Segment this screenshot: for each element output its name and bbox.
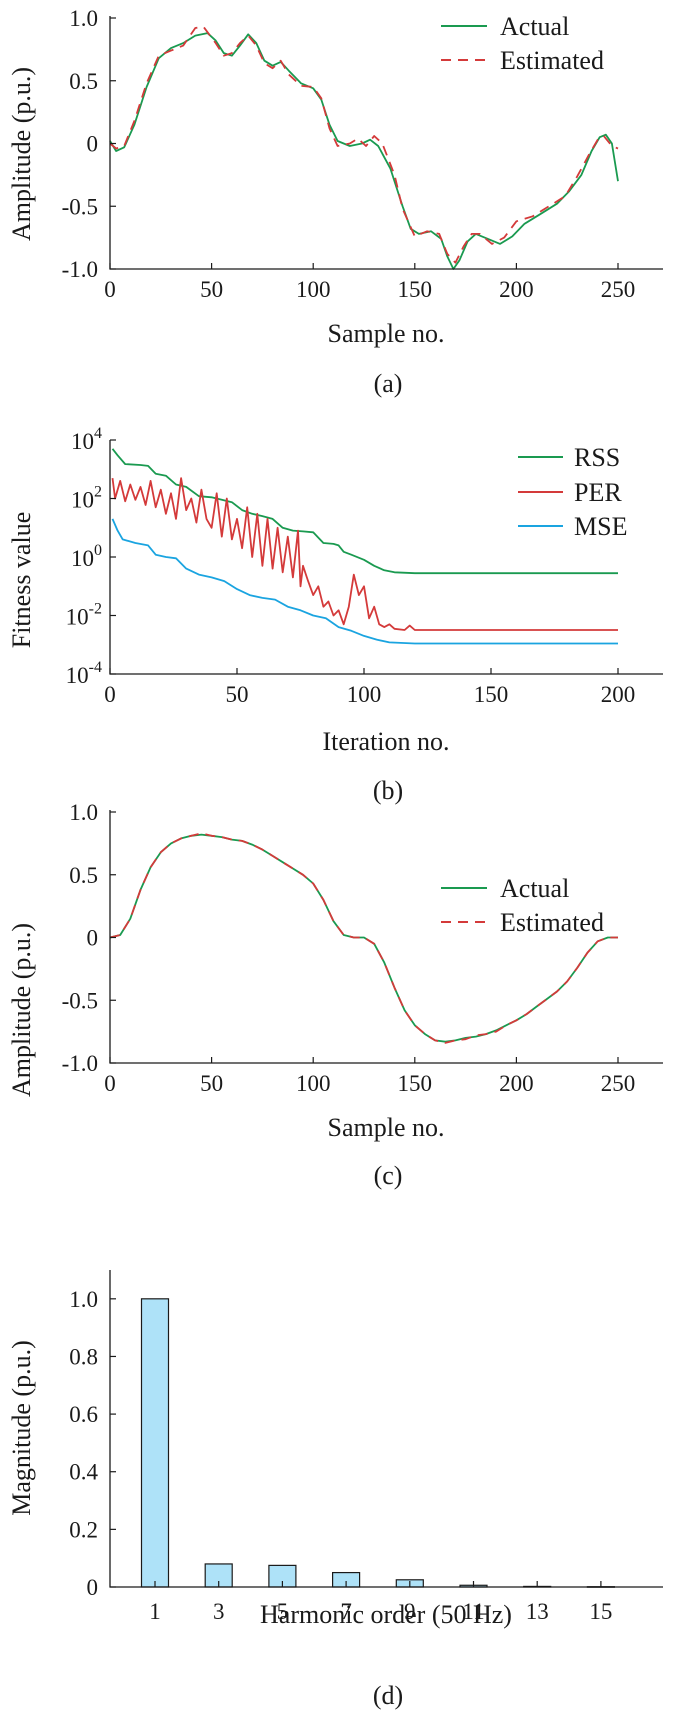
- panel-d-ytick-label: 1.0: [69, 1287, 98, 1312]
- panel-b-ytick-label: 10-4: [66, 659, 102, 688]
- panel-c-xtick-label: 150: [398, 1071, 433, 1096]
- panel-a-legend: Actual Estimated: [441, 12, 604, 75]
- panel-b-series-mse-line: [111, 518, 618, 645]
- panel-b-ytick-label: 102: [71, 484, 102, 513]
- panel-d-xtick-label: 15: [589, 1599, 612, 1624]
- panel-a-ytick-label: 1.0: [69, 6, 98, 31]
- panel-d-ytick-label: 0.4: [69, 1460, 98, 1485]
- panel-b-ylabel: Fitness value: [7, 512, 36, 649]
- panel-d-xlabel: Harmonic order (50 Hz): [260, 1600, 512, 1629]
- panel-a-xtick-label: 50: [200, 277, 223, 302]
- panel-a-ytick-label: -1.0: [62, 257, 98, 282]
- panel-a-xtick-label: 0: [104, 277, 116, 302]
- panel-a-ytick-label: 0: [87, 132, 99, 157]
- panel-b-legend-mse: MSE: [574, 512, 627, 541]
- panel-c-xlabel: Sample no.: [328, 1113, 445, 1142]
- panel-c-series-estimated-line: [109, 832, 618, 1044]
- panel-b-ticks: 0 50 100 150 200 10-4 10-2 100 102 104: [66, 425, 636, 707]
- panel-a-series-estimated-line: [109, 25, 619, 264]
- panel-c-legend-actual: Actual: [500, 874, 569, 903]
- panel-b-plot-lines: [111, 448, 618, 645]
- panel-b-ytick-label: 104: [71, 425, 102, 454]
- panel-b-axes: [109, 440, 663, 675]
- panel-d-ytick-label: 0.6: [69, 1402, 98, 1427]
- panel-c-xtick-label: 200: [499, 1071, 534, 1096]
- panel-a-xtick-label: 100: [296, 277, 331, 302]
- panel-a-legend-actual: Actual: [500, 12, 569, 41]
- panel-c-ylabel: Amplitude (p.u.): [7, 923, 36, 1097]
- panel-a-plot-lines: [109, 25, 619, 270]
- panel-a-xtick-label: 150: [398, 277, 433, 302]
- panel-a-ytick-label: -0.5: [62, 194, 98, 219]
- panel-d-xtick-label: 5: [277, 1599, 289, 1624]
- panel-c-xtick-label: 0: [104, 1071, 116, 1096]
- panel-b-xtick-label: 100: [347, 682, 382, 707]
- panel-d-xtick-label: 3: [213, 1599, 225, 1624]
- panel-b-series-per-line: [111, 477, 618, 631]
- panel-b-legend: RSS PER MSE: [518, 443, 627, 541]
- panel-d-bar-harmonic-1: [140, 1298, 170, 1588]
- panel-b-legend-rss: RSS: [574, 443, 620, 472]
- panel-d-bars: [140, 1298, 616, 1588]
- panel-b-xtick-label: 50: [226, 682, 249, 707]
- panel-d-xtick-label: 1: [149, 1599, 161, 1624]
- panel-b-legend-per: PER: [574, 478, 622, 507]
- panel-d-ylabel: Magnitude (p.u.): [7, 1340, 36, 1515]
- panel-c-legend-estimated: Estimated: [500, 908, 604, 937]
- panel-c-ytick-label: 0.5: [69, 863, 98, 888]
- panel-c-ytick-label: -0.5: [62, 988, 98, 1013]
- panel-a-ticks: 0 50 100 150 200 250 -1.0 -0.5 0 0.5 1.0: [62, 6, 636, 302]
- panel-d-ytick-label: 0.8: [69, 1344, 98, 1369]
- panel-a-ylabel: Amplitude (p.u.): [7, 67, 36, 241]
- panel-c-xtick-label: 100: [296, 1071, 331, 1096]
- panel-d-axes: [109, 1270, 663, 1588]
- panel-c-ytick-label: 1.0: [69, 800, 98, 825]
- panel-c-ticks: 0 50 100 150 200 250 -1.0 -0.5 0 0.5 1.0: [62, 800, 636, 1096]
- panel-b: 0 50 100 150 200 10-4 10-2 100 102 104 Fitness va…: [7, 425, 663, 805]
- panel-c-ytick-label: 0: [87, 926, 99, 951]
- panel-b-xtick-label: 150: [474, 682, 509, 707]
- panel-b-xlabel: Iteration no.: [322, 727, 449, 756]
- panel-d-xtick-label: 9: [404, 1599, 416, 1624]
- panel-a: 0 50 100 150 200 250 -1.0 -0.5 0 0.5 1.0 Amplitude…: [7, 6, 663, 398]
- panel-c-legend: Actual Estimated: [441, 874, 604, 937]
- panel-b-series-rss-line: [111, 448, 618, 575]
- panel-c-ytick-label: -1.0: [62, 1051, 98, 1076]
- panel-b-caption: (b): [373, 776, 403, 805]
- panel-c-xtick-label: 250: [601, 1071, 636, 1096]
- panel-a-ytick-label: 0.5: [69, 69, 98, 94]
- panel-c-xtick-label: 50: [200, 1071, 223, 1096]
- panel-c-caption: (c): [374, 1161, 403, 1190]
- panel-c-series-actual-line: [109, 833, 618, 1043]
- panel-d-caption: (d): [373, 1681, 403, 1710]
- panel-a-caption: (a): [374, 369, 403, 398]
- panel-a-xtick-label: 250: [601, 277, 636, 302]
- panel-a-xtick-label: 200: [499, 277, 534, 302]
- panel-d-xtick-label: 7: [340, 1599, 352, 1624]
- panel-a-legend-estimated: Estimated: [500, 46, 604, 75]
- panel-b-ytick-label: 100: [71, 542, 102, 571]
- panel-b-xtick-label: 0: [104, 682, 116, 707]
- panel-c-plot-lines: [109, 832, 618, 1044]
- panel-d-xtick-label: 11: [462, 1599, 484, 1624]
- panel-c: 0 50 100 150 200 250 -1.0 -0.5 0 0.5 1.0 Amplitude…: [7, 800, 663, 1190]
- panel-d-ytick-label: 0.2: [69, 1517, 98, 1542]
- panel-d-ytick-label: 0: [87, 1575, 99, 1600]
- panel-a-xlabel: Sample no.: [328, 319, 445, 348]
- panel-b-xtick-label: 200: [601, 682, 636, 707]
- panel-d-xtick-label: 13: [526, 1599, 549, 1624]
- panel-b-ytick-label: 10-2: [66, 601, 102, 630]
